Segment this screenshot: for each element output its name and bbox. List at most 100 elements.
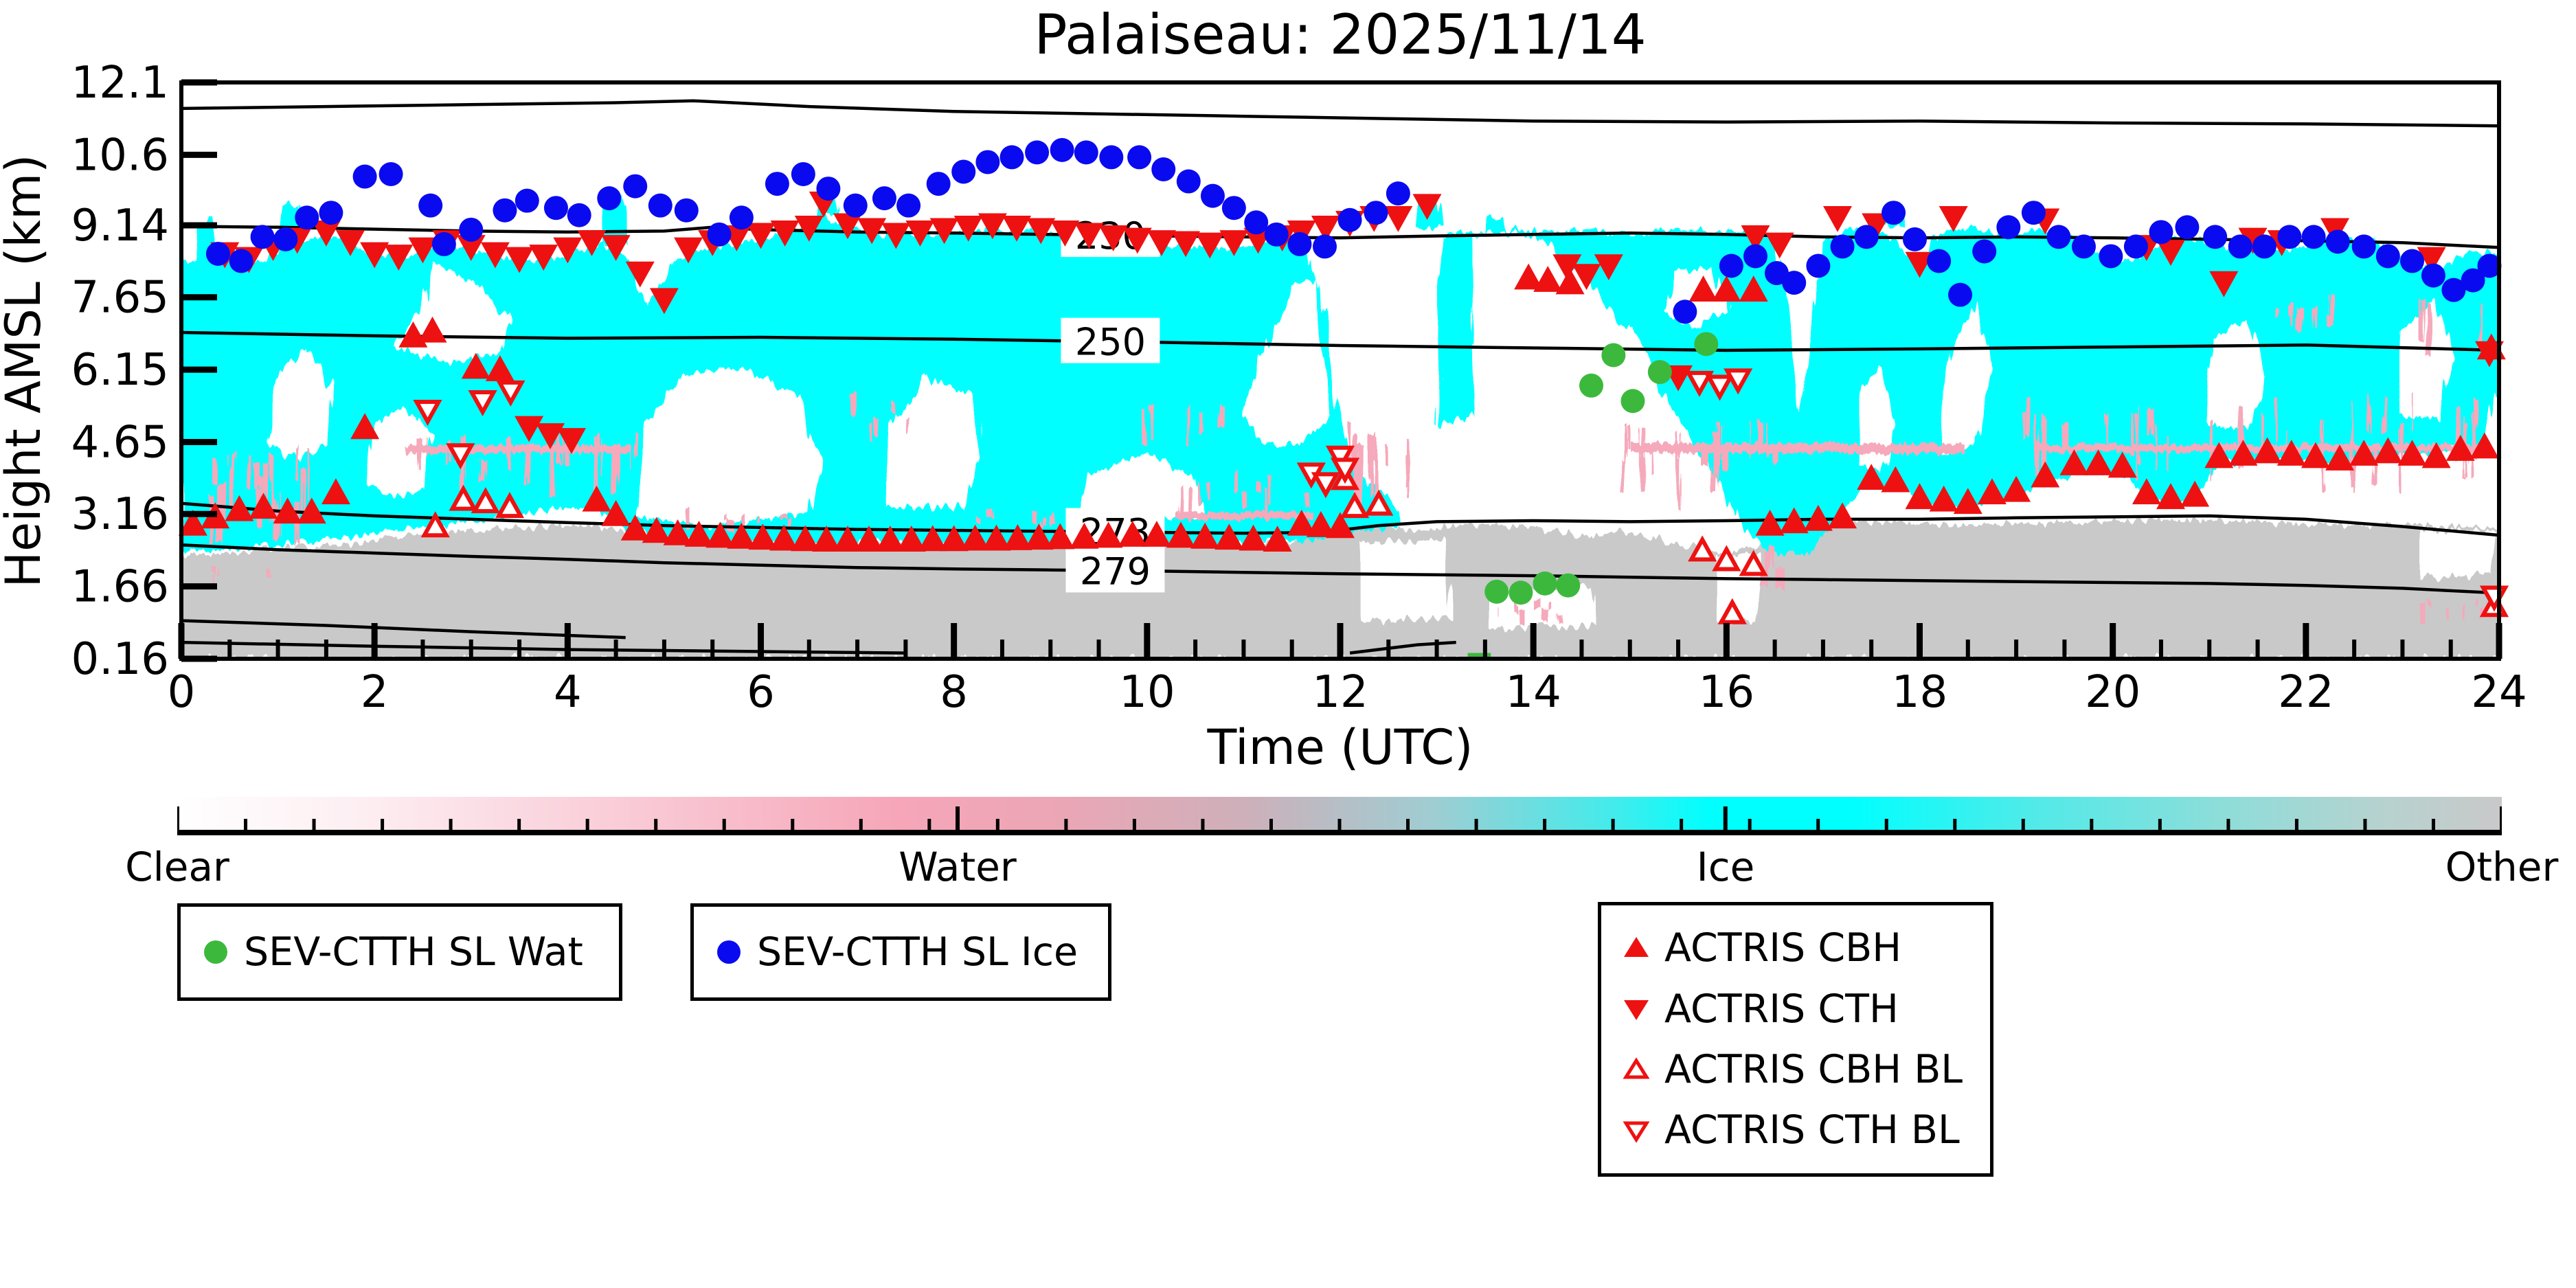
legend-item-actris-cbh: ACTRIS CBH [1620,918,1990,978]
water-phase-streak [987,509,993,518]
marker-open-triangle [1739,550,1768,576]
marker-triangle [1306,511,1335,537]
water-phase-streak [2330,295,2335,322]
marker-triangle [1094,521,1123,548]
marker-triangle [577,230,607,256]
water-phase-streak [2288,302,2294,327]
marker-triangle [1712,275,1741,302]
water-phase-streak [295,447,299,481]
water-phase-streak [1626,426,1629,451]
legend-label-sev-wat: SEV-CTTH SL Wat [244,929,583,975]
water-phase-streak [1198,480,1201,505]
marker-triangle [1287,509,1316,536]
marker-circle [418,193,443,218]
marker-open-triangle [468,389,497,416]
clear-hole [1586,324,1654,411]
marker-triangle [1857,464,1886,490]
water-phase-streak [306,449,309,500]
marker-circle [2277,225,2302,249]
marker-circle [1743,244,1768,269]
isotherm-contour [181,619,626,640]
marker-open-triangle [1688,535,1717,562]
water-phase-streak [1756,421,1761,455]
marker-triangle [746,223,776,249]
marker-open-triangle [449,484,478,511]
marker-triangle [1905,483,1934,510]
marker-triangle [1953,488,1982,515]
y-tick-label: 6.15 [71,345,170,396]
water-phase-streak [1519,610,1525,626]
marker-triangle [1098,225,1128,251]
marker-circle [319,201,343,225]
water-phase-streak [2474,399,2478,460]
marker-triangle [2204,442,2234,468]
marker-triangle [1002,216,1032,242]
water-phase-streak [480,460,485,482]
marker-circle [1806,253,1831,278]
water-phase-streak [447,441,451,462]
water-phase-streak [246,455,251,490]
water-phase-streak [2419,297,2424,341]
water-phase-streak [302,469,306,512]
marker-circle [459,217,484,242]
marker-triangle [536,423,565,449]
marker-triangle [978,213,1007,240]
water-phase-streak [2105,414,2109,444]
water-phase-streak [1546,602,1551,610]
y-tick-label: 7.65 [71,273,170,324]
marker-circle [1647,360,1672,385]
water-phase-streak [726,515,730,521]
water-phase-streak [2478,303,2483,349]
water-phase-streak [229,453,235,508]
marker-triangle [1977,478,2007,505]
marker-circle [1484,579,1509,604]
water-phase-streak [418,440,422,471]
x-tick-label: 2 [361,667,389,718]
marker-circle [2175,215,2200,240]
marker-triangle [1146,230,1176,256]
water-phase-streak [215,570,218,576]
marker-circle [2441,278,2466,302]
marker-triangle [2325,444,2355,471]
marker-triangle [553,237,583,264]
water-phase-streak [2420,602,2426,624]
water-phase-streak [2286,429,2289,459]
water-phase-streak [2275,308,2279,318]
marker-triangle [1803,504,1833,531]
water-phase-streak [1198,411,1204,433]
marker-circle [674,198,699,223]
water-phase-streak [2352,462,2356,493]
marker-open-triangle [496,380,526,407]
water-phase-streak [1358,443,1364,504]
marker-triangle [384,245,414,271]
water-phase-streak [1724,445,1728,471]
water-phase-streak [612,446,618,494]
water-phase-streak [1715,422,1719,468]
blue-circle-icon [717,940,741,964]
water-phase-streak [2456,407,2461,460]
water-phase-streak [1375,437,1379,507]
marker-circle [1313,234,1337,259]
clear-hole [1243,280,1331,444]
marker-triangle [794,216,824,242]
marker-triangle [1594,254,1623,281]
x-tick-label: 12 [1312,667,1368,718]
water-phase-streak [2313,306,2316,330]
marker-triangle [939,525,969,552]
marker-triangle [2421,442,2451,468]
marker-triangle [1311,216,1340,242]
marker-triangle [2083,449,2113,475]
marker-triangle [953,216,983,242]
water-phase-streak [1720,425,1724,460]
marker-circle [2149,220,2173,245]
marker-triangle [1024,523,1054,550]
marker-circle [2123,234,2148,259]
marker-circle [1337,207,1362,232]
water-phase-streak [869,424,873,444]
water-phase-streak [1303,493,1309,508]
marker-triangle [857,218,887,245]
marker-triangle [881,223,911,249]
ice-cloud-region [1436,231,1476,425]
